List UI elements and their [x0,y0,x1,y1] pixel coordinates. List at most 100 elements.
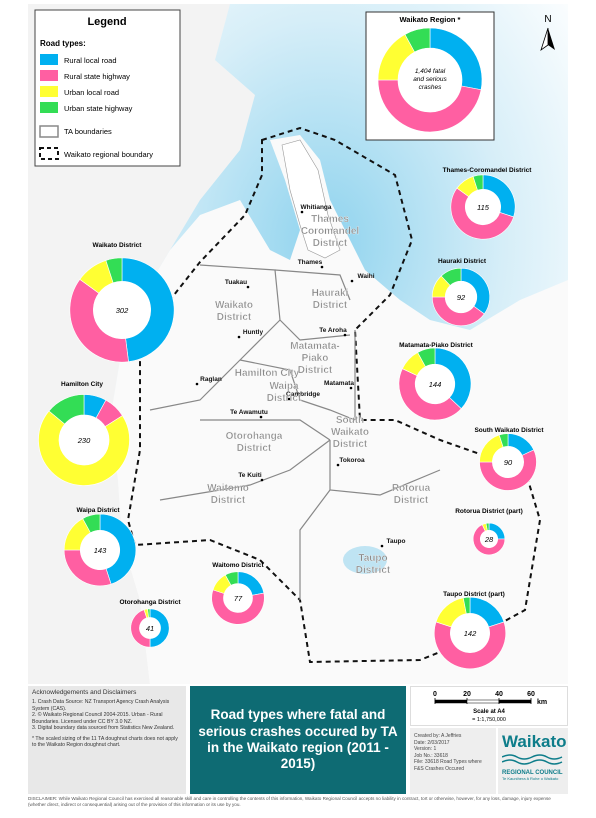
town-dot [336,463,340,467]
disclaimer: DISCLAIMER: While Waikato Regional Counc… [28,796,551,807]
ta-label: Waitomo [207,483,249,494]
logo-name: Waikato [502,732,567,751]
district-name: Otorohanga District [119,599,181,606]
scale-tick-label: 0 [433,691,437,698]
scale-box: Scale at A4 = 1:1,750,000 0 20 40 60 km [410,686,568,726]
credit-line: Job No.: 33618 [414,752,448,759]
town-label: Raglan [200,376,222,383]
ta-label: Waikato [215,300,253,311]
town-dot [343,333,347,337]
map-title: Road types where fatal and serious crash… [190,686,406,794]
legend-label: Urban state highway [64,104,133,113]
town-label: Waihi [357,273,374,280]
donut-hole [465,189,501,225]
district-total: 41 [146,624,154,633]
legend-swatch [40,102,58,113]
places: Whitianga Thames Waihi Tuakau Huntly Te Aroha… [195,204,431,576]
legend-box [34,9,181,167]
district-name: Hamilton City [61,381,103,388]
donut-hole [450,613,490,653]
legend-swatch [39,125,59,138]
district-total: 230 [77,436,91,445]
scale-label: Scale at A4 [473,709,505,715]
ta-label: District [356,565,391,576]
scale-segment [466,699,500,704]
ta-label: Waipa [269,381,299,392]
ta-label: District [313,300,348,311]
district-total: 302 [116,306,129,315]
town-dot [246,285,250,289]
legend-label: Urban local road [64,88,119,97]
legend-label: Rural state highway [64,72,130,81]
region-title: Waikato Region * [400,15,461,24]
district-name: Waipa District [76,507,120,514]
ta-label: Waikato [331,427,369,438]
credit-line: Date: 2/03/2017 [414,739,450,746]
donut-hole [58,414,110,466]
ta-label: District [267,393,302,404]
legend-label: TA boundaries [64,127,112,136]
ta-label: Matamata- [290,341,339,352]
ta-label: District [333,439,368,450]
legend-subtitle: Road types: [40,39,86,48]
region-total: and serious [413,76,447,83]
district-total: 28 [484,535,494,544]
donut-hole [139,617,161,639]
region-total: crashes [419,84,443,91]
ta-label: Otorohanga [226,431,283,442]
town-dot [380,544,384,548]
north-label: N [544,14,551,25]
town-dot [300,210,304,214]
district-total: 77 [234,594,243,603]
district-name: Waitomo District [212,562,264,569]
ta-label: Hamilton City [235,368,300,379]
ta-label: District [298,365,333,376]
ta-label: Coromandel [301,226,360,237]
donut-hole [445,281,477,313]
ta-label: South [336,415,364,426]
credit-line: Created by: A Jeffries [414,733,462,739]
ack-note: * The scaled sizing of the 11 TA doughnu… [32,735,178,749]
town-dot [350,279,354,283]
legend-swatch [40,86,58,97]
district-name: Waikato District [93,242,143,249]
credit-line: File: 33618 Road Types where F&S Crashes… [414,759,482,772]
donut-hole [415,364,455,404]
district-name: Rotorua District (part) [455,508,523,515]
town-label: Taupo [386,538,405,545]
town-dot [259,415,263,419]
region-total: 1,404 fatal [415,68,446,75]
ack-item: 2. © Waikato Regional Council 2004-2015.… [32,712,163,725]
ta-label: District [313,238,348,249]
district-name: Hauraki District [438,258,487,265]
legend-items: Rural local road Rural state highway Urban… [39,54,153,160]
district-name: Matamata-Piako District [399,342,474,349]
town-dot [287,397,291,401]
donut-hole [398,48,462,112]
legend-label: Waikato regional boundary [64,150,153,159]
legend-swatch [40,70,58,81]
district-name: Thames-Coromandel District [443,167,533,174]
district-total: 90 [504,458,513,467]
donut-hole [93,281,151,339]
logo: Waikato REGIONAL COUNCIL Te Kaunihera ā … [498,728,568,794]
ta-boundaries [149,264,441,600]
ack-item: 1. Crash Data Source: NZ Transport Agenc… [32,699,170,712]
credits: Created by: A Jeffries Date: 2/03/2017 Ver… [410,728,496,794]
logo-tagline: Te Kaunihera ā Rohe o Waikato [502,776,559,781]
scale-ratio: = 1:1,750,000 [472,717,506,723]
scale-unit: km [537,699,547,706]
district-total: 142 [464,629,477,638]
acknowledgements: Acknowledgements and Disclaimers 1. Cras… [28,686,186,794]
ta-label: District [211,495,246,506]
town-dot [320,265,324,269]
ta-label: Thames [311,214,349,225]
ta-label: Piako [302,353,329,364]
donut-hole [480,530,498,548]
town-label: Tokoroa [339,457,365,464]
town-dot [260,478,264,482]
town-label: Te Kuiti [238,472,262,479]
north-arrow-right [548,28,555,50]
